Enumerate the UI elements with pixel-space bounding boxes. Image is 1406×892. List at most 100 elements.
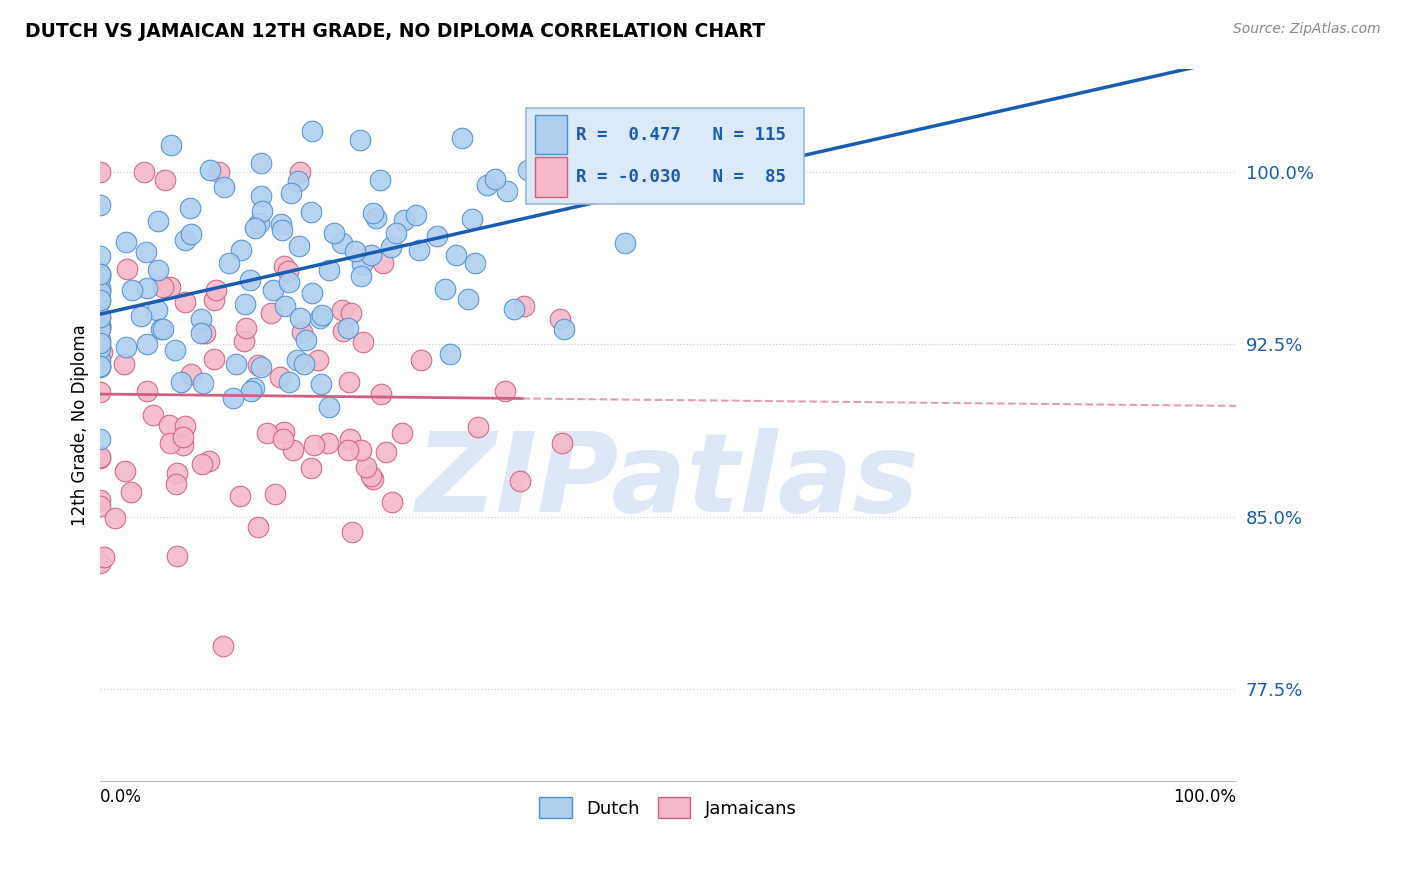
Point xyxy=(451,131,474,145)
Point xyxy=(287,174,309,188)
Point xyxy=(475,178,498,192)
Point xyxy=(89,293,111,307)
Point xyxy=(288,239,311,253)
Point xyxy=(434,282,457,296)
Point xyxy=(160,138,183,153)
Point xyxy=(292,357,315,371)
Point xyxy=(264,487,287,501)
Point xyxy=(89,267,111,281)
Point xyxy=(229,489,252,503)
Point xyxy=(301,286,323,301)
Point xyxy=(242,381,264,395)
Point xyxy=(152,280,174,294)
Point xyxy=(385,227,408,241)
Point xyxy=(146,263,169,277)
Point xyxy=(89,359,111,374)
Point xyxy=(89,353,111,368)
Point xyxy=(89,359,111,374)
Point xyxy=(135,280,157,294)
Point xyxy=(330,302,353,317)
Point xyxy=(553,322,575,336)
Point xyxy=(212,180,235,194)
FancyBboxPatch shape xyxy=(536,157,567,196)
Point xyxy=(232,334,254,348)
Point xyxy=(513,299,536,313)
Point xyxy=(439,347,461,361)
Point xyxy=(89,319,111,334)
Point xyxy=(496,184,519,198)
Point xyxy=(165,343,187,357)
Point xyxy=(290,325,312,339)
Y-axis label: 12th Grade, No Diploma: 12th Grade, No Diploma xyxy=(72,324,89,525)
Point xyxy=(89,492,111,507)
Point xyxy=(172,430,194,444)
Point xyxy=(136,337,159,351)
Point xyxy=(285,352,308,367)
Point xyxy=(194,326,217,340)
Point xyxy=(361,206,384,220)
Point xyxy=(290,165,312,179)
Point xyxy=(190,311,212,326)
Point xyxy=(89,285,111,299)
Point xyxy=(360,247,382,261)
Point xyxy=(405,208,427,222)
Point xyxy=(150,322,173,336)
Point xyxy=(517,163,540,178)
Point xyxy=(274,299,297,313)
Point xyxy=(225,357,247,371)
Legend: Dutch, Jamaicans: Dutch, Jamaicans xyxy=(533,790,804,825)
Point xyxy=(344,244,367,259)
Point xyxy=(89,336,111,351)
Point xyxy=(301,124,323,138)
Point xyxy=(179,201,201,215)
Point xyxy=(115,235,138,249)
Point xyxy=(212,639,235,653)
Point xyxy=(299,204,322,219)
Point xyxy=(311,309,333,323)
Point xyxy=(89,294,111,309)
Point xyxy=(339,432,361,446)
Point xyxy=(332,324,354,338)
Point xyxy=(281,443,304,458)
Point xyxy=(89,333,111,347)
Point xyxy=(249,359,271,374)
Point xyxy=(352,335,374,350)
Point xyxy=(89,198,111,212)
Point xyxy=(277,264,299,278)
Point xyxy=(89,500,111,514)
FancyBboxPatch shape xyxy=(536,115,567,154)
Point xyxy=(360,469,382,483)
Point xyxy=(159,280,181,294)
Point xyxy=(180,227,202,242)
Point xyxy=(205,283,228,297)
Point xyxy=(136,384,159,398)
Point xyxy=(239,273,262,287)
Point xyxy=(503,302,526,317)
Point xyxy=(361,472,384,486)
Point xyxy=(582,159,605,173)
Point xyxy=(277,275,299,289)
Point xyxy=(89,341,111,355)
Point xyxy=(551,436,574,450)
Point xyxy=(198,454,221,468)
Point xyxy=(121,283,143,297)
Point xyxy=(309,311,332,326)
Text: Source: ZipAtlas.com: Source: ZipAtlas.com xyxy=(1233,22,1381,37)
Point xyxy=(307,353,329,368)
Point xyxy=(318,263,340,277)
Point xyxy=(273,425,295,440)
Point xyxy=(104,511,127,525)
Point xyxy=(191,457,214,471)
Point xyxy=(350,443,373,458)
Point xyxy=(233,296,256,310)
Point xyxy=(409,353,432,368)
Point xyxy=(249,156,271,170)
Point xyxy=(146,214,169,228)
Point xyxy=(270,223,292,237)
Point xyxy=(89,267,111,281)
Point xyxy=(93,549,115,564)
Point xyxy=(318,401,340,415)
Point xyxy=(129,309,152,323)
Point xyxy=(142,408,165,422)
Point xyxy=(152,322,174,336)
